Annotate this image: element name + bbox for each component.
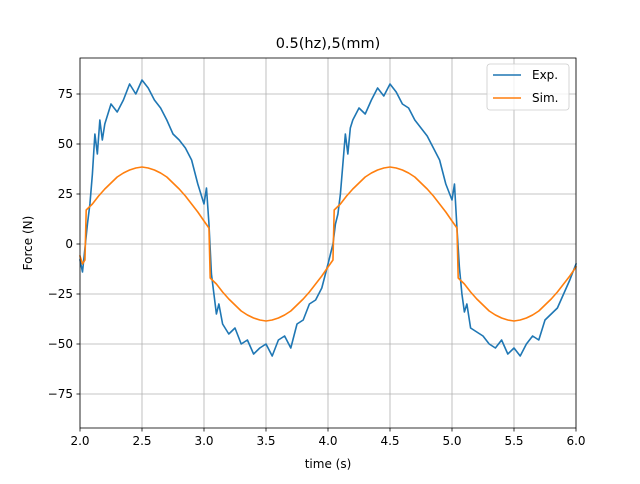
x-tick-label: 4.0 xyxy=(318,434,337,448)
x-tick-label: 5.0 xyxy=(442,434,461,448)
y-tick-label: 75 xyxy=(58,87,73,101)
y-tick-label: −25 xyxy=(48,287,73,301)
y-axis-label: Force (N) xyxy=(21,216,35,271)
series-line-exp xyxy=(79,79,578,357)
legend-sim-label: Sim. xyxy=(532,91,558,105)
y-tick-label: 25 xyxy=(58,187,73,201)
x-tick-label: 3.5 xyxy=(256,434,275,448)
series-line-sim xyxy=(78,166,578,322)
x-tick-label: 3.0 xyxy=(194,434,213,448)
x-tick-label: 2.5 xyxy=(132,434,151,448)
x-axis-label: time (s) xyxy=(305,457,352,471)
x-tick-label: 2.0 xyxy=(70,434,89,448)
x-tick-label: 4.5 xyxy=(380,434,399,448)
axis-ticks: 2.0 2.5 3.0 3.5 4.0 4.5 5.0 5.5 6.0 75 50 25 0 −25 −50… xyxy=(48,87,586,448)
chart-title: 0.5(hz),5(mm) xyxy=(276,36,381,52)
series-lines xyxy=(78,79,578,357)
plot-frame xyxy=(79,57,577,429)
y-tick-label: 0 xyxy=(65,237,73,251)
y-tick-label: −50 xyxy=(48,337,73,351)
x-tick-label: 5.5 xyxy=(504,434,523,448)
y-tick-label: 50 xyxy=(58,137,73,151)
legend: Exp. Sim. xyxy=(486,63,570,111)
x-tick-label: 6.0 xyxy=(566,434,585,448)
y-tick-label: −75 xyxy=(48,387,73,401)
legend-exp-label: Exp. xyxy=(532,68,558,82)
